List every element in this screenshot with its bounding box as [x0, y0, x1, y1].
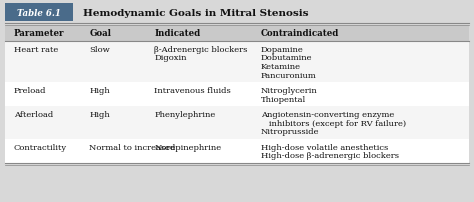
Text: Digoxin: Digoxin [154, 54, 187, 62]
Text: Nitroglycerin: Nitroglycerin [261, 87, 318, 95]
Text: High-dose β-adrenergic blockers: High-dose β-adrenergic blockers [261, 151, 399, 159]
Text: β-Adrenergic blockers: β-Adrenergic blockers [154, 46, 247, 54]
Text: Angiotensin-converting enzyme: Angiotensin-converting enzyme [261, 110, 394, 118]
Text: Nitroprusside: Nitroprusside [261, 127, 319, 135]
Text: Dobutamine: Dobutamine [261, 54, 312, 62]
Text: Parameter: Parameter [14, 29, 64, 38]
Text: Phenylephrine: Phenylephrine [154, 110, 215, 118]
Text: Slow: Slow [89, 46, 110, 54]
Text: Contraindicated: Contraindicated [261, 29, 339, 38]
Text: Intravenous fluids: Intravenous fluids [154, 87, 231, 95]
Text: Normal to increased: Normal to increased [89, 143, 175, 151]
Bar [5, 4, 73, 22]
Text: Dopamine: Dopamine [261, 46, 304, 54]
Text: Table 6.1: Table 6.1 [17, 8, 61, 17]
Text: Ketamine: Ketamine [261, 63, 301, 71]
Bar [5, 139, 469, 163]
Text: High: High [89, 87, 110, 95]
Text: Goal: Goal [89, 29, 111, 38]
Bar [5, 106, 469, 139]
Text: High-dose volatile anesthetics: High-dose volatile anesthetics [261, 143, 388, 151]
Text: Heart rate: Heart rate [14, 46, 58, 54]
Text: Norepinephrine: Norepinephrine [154, 143, 221, 151]
Text: Preload: Preload [14, 87, 46, 95]
Text: Thiopental: Thiopental [261, 95, 306, 103]
Text: Hemodynamic Goals in Mitral Stenosis: Hemodynamic Goals in Mitral Stenosis [83, 8, 309, 17]
Text: Contractility: Contractility [14, 143, 67, 151]
Text: Indicated: Indicated [154, 29, 201, 38]
Text: High: High [89, 110, 110, 118]
Text: Pancuronium: Pancuronium [261, 71, 317, 79]
Text: inhibitors (except for RV failure): inhibitors (except for RV failure) [261, 119, 406, 127]
Bar [5, 26, 469, 42]
Bar [5, 83, 469, 106]
Bar [5, 42, 469, 83]
Text: Afterload: Afterload [14, 110, 53, 118]
